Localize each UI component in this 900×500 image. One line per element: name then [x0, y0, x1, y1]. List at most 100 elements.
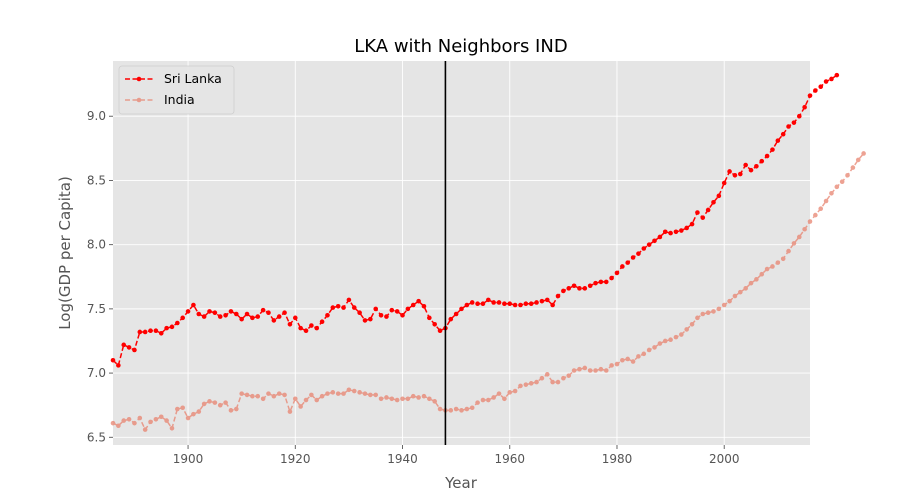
y-tick-label: 8.5 [87, 173, 106, 187]
data-point-india [807, 219, 813, 224]
data-point-india [652, 345, 657, 350]
data-point-sri-lanka [432, 321, 437, 327]
data-point-india [582, 365, 588, 371]
data-point-india [518, 383, 523, 389]
data-point-india [721, 302, 727, 308]
data-point-india [432, 399, 437, 404]
x-axis-label: Year [444, 474, 478, 492]
data-point-india [861, 151, 866, 156]
data-point-india [400, 396, 405, 402]
data-point-sri-lanka [577, 286, 582, 291]
data-point-india [153, 417, 159, 422]
data-point-sri-lanka [400, 312, 405, 318]
series-india [110, 151, 866, 432]
series-line-sri-lanka [112, 74, 838, 367]
data-point-sri-lanka [700, 215, 706, 220]
data-point-india [496, 391, 502, 396]
data-point-sri-lanka [319, 319, 325, 325]
data-point-india [416, 395, 421, 400]
data-point-india [620, 357, 625, 363]
data-point-sri-lanka [437, 328, 443, 334]
data-point-sri-lanka [357, 310, 362, 316]
data-point-india [689, 321, 695, 327]
data-point-sri-lanka [791, 120, 797, 125]
data-point-india [475, 400, 480, 405]
data-point-india [566, 373, 572, 378]
x-tick-label: 2000 [709, 452, 740, 466]
data-point-india [368, 392, 373, 398]
data-point-sri-lanka [132, 347, 137, 353]
data-point-india [850, 165, 856, 170]
data-point-sri-lanka [346, 297, 352, 303]
data-point-india [544, 372, 550, 377]
data-point-sri-lanka [636, 251, 641, 256]
data-point-sri-lanka [153, 328, 159, 334]
legend-entry-india [125, 97, 153, 103]
data-point-sri-lanka [689, 221, 695, 227]
data-point-sri-lanka [475, 301, 480, 307]
data-point-india [625, 356, 631, 362]
data-point-india [539, 375, 545, 381]
series-layer [110, 72, 866, 432]
data-point-india [282, 392, 287, 398]
data-point-sri-lanka [593, 280, 598, 286]
data-point-sri-lanka [416, 298, 421, 304]
data-point-india [738, 289, 743, 295]
x-tick-label: 1920 [280, 452, 311, 466]
data-point-india [786, 248, 791, 254]
data-point-sri-lanka [641, 246, 647, 251]
data-point-sri-lanka [614, 270, 620, 276]
data-point-sri-lanka [228, 309, 234, 314]
data-point-sri-lanka [711, 199, 716, 205]
legend-marker-sri-lanka [136, 76, 142, 82]
data-point-sri-lanka [502, 301, 507, 307]
data-point-sri-lanka [266, 310, 271, 316]
legend-label-india: India [164, 92, 195, 107]
data-point-india [646, 347, 652, 353]
data-point-sri-lanka [464, 302, 470, 308]
data-point-sri-lanka [770, 147, 775, 152]
data-point-india [116, 423, 121, 429]
data-point-sri-lanka [748, 167, 754, 173]
x-tick-label: 1980 [602, 452, 633, 466]
data-point-sri-lanka [668, 230, 673, 236]
x-tick-label: 1940 [387, 452, 418, 466]
data-point-sri-lanka [303, 328, 309, 334]
data-point-sri-lanka [780, 131, 786, 137]
data-point-india [427, 396, 432, 402]
data-point-sri-lanka [453, 311, 459, 317]
data-point-india [641, 351, 647, 357]
y-axis-label: Log(GDP per Capita) [56, 176, 74, 330]
data-point-india [362, 391, 368, 396]
data-point-sri-lanka [491, 300, 496, 305]
data-point-india [330, 390, 336, 395]
data-point-india [743, 286, 748, 291]
data-point-sri-lanka [276, 314, 282, 319]
data-point-sri-lanka [469, 300, 475, 305]
data-point-india [239, 391, 244, 396]
data-point-india [303, 397, 309, 403]
data-point-sri-lanka [775, 138, 781, 143]
data-point-india [335, 391, 341, 396]
data-point-sri-lanka [534, 300, 539, 305]
data-point-india [244, 392, 250, 398]
data-point-sri-lanka [507, 301, 513, 307]
data-point-sri-lanka [539, 298, 545, 304]
data-point-india [469, 405, 475, 411]
data-point-india [373, 392, 379, 398]
data-point-sri-lanka [673, 229, 679, 235]
data-point-india [126, 417, 132, 422]
data-point-india [502, 396, 507, 402]
data-point-india [378, 396, 384, 402]
data-point-india [593, 368, 598, 373]
data-point-sri-lanka [405, 306, 411, 312]
data-point-india [748, 280, 754, 286]
data-point-india [276, 391, 282, 396]
legend-marker-india [136, 97, 142, 103]
data-point-sri-lanka [309, 323, 314, 328]
data-point-sri-lanka [142, 329, 148, 335]
legend: Sri Lanka India [118, 65, 235, 115]
data-point-india [754, 277, 759, 282]
data-point-sri-lanka [250, 315, 255, 321]
data-point-india [453, 406, 459, 412]
